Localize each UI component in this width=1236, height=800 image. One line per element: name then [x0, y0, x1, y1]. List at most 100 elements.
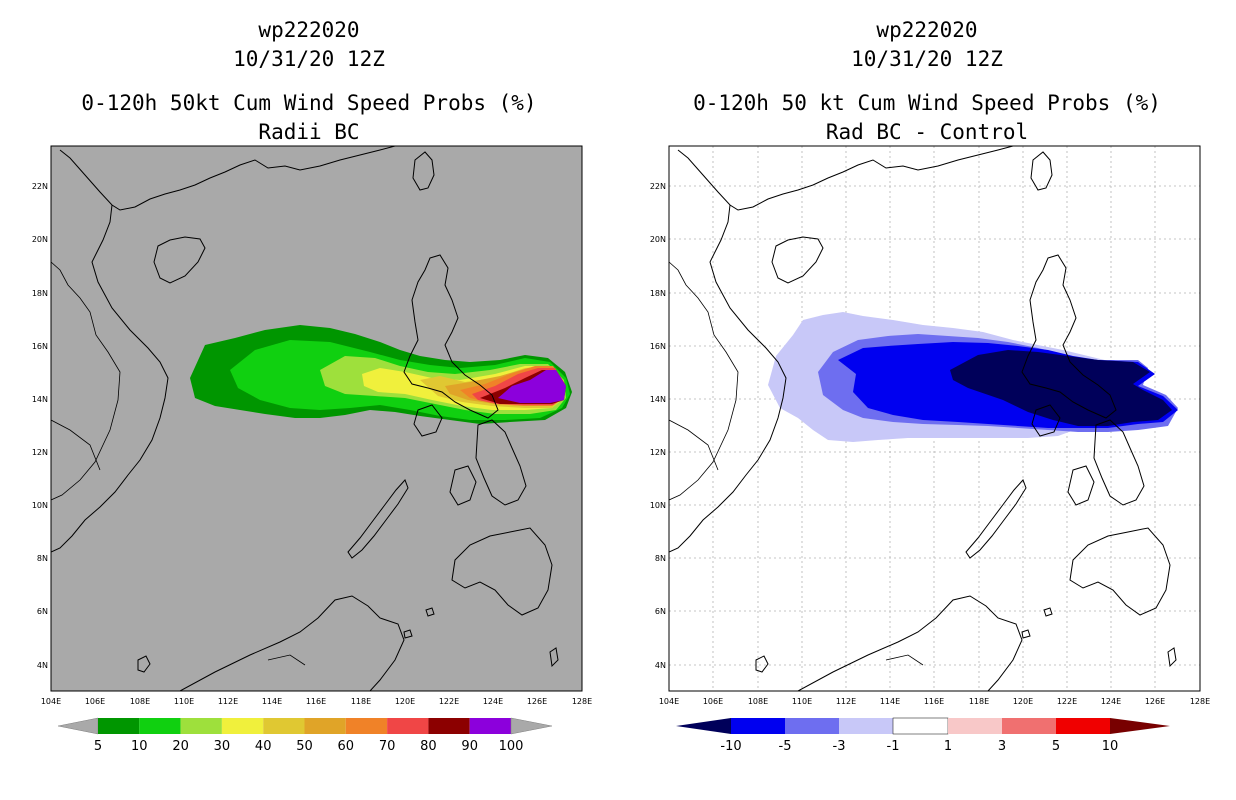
right-colorbar-low-arrow: [676, 718, 731, 734]
left-colorbar-low-arrow: [57, 717, 99, 735]
left-xtick: 128E: [572, 697, 592, 706]
right-subtitle: Rad BC - Control: [825, 120, 1029, 144]
right-ytick: 10N: [650, 501, 666, 510]
left-colorbar-label: 20: [172, 739, 189, 754]
left-colorbar-bin: [469, 718, 511, 734]
left-probability-field: [190, 325, 572, 424]
left-colorbar-label: 90: [461, 739, 478, 754]
right-xtick: 120E: [1013, 697, 1033, 706]
left-colorbar-label: 60: [338, 739, 355, 754]
left-ytick: 10N: [32, 501, 48, 510]
left-y-ticks: 22N 20N 18N 16N 14N 12N 10N 8N 6N 4N: [32, 182, 48, 670]
left-colorbar-bin: [139, 718, 181, 734]
left-ytick: 4N: [37, 661, 48, 670]
left-contour-90: [498, 370, 566, 403]
left-ytick: 12N: [32, 448, 48, 457]
left-xtick: 124E: [483, 697, 503, 706]
right-ytick: 6N: [655, 607, 666, 616]
left-xtick: 126E: [527, 697, 547, 706]
right-ytick: 20N: [650, 235, 666, 244]
right-colorbar-label: -10: [720, 739, 741, 754]
left-colorbar-bin: [428, 718, 470, 734]
left-date: 10/31/20 12Z: [233, 47, 385, 71]
left-xtick: 110E: [174, 697, 194, 706]
right-colorbar-bin: [1002, 718, 1056, 734]
left-product-title: 0-120h 50kt Cum Wind Speed Probs (%): [81, 91, 537, 115]
left-ytick: 6N: [37, 607, 48, 616]
right-colorbar-label: 5: [1052, 739, 1060, 754]
left-xtick: 116E: [306, 697, 326, 706]
right-xtick: 106E: [703, 697, 723, 706]
right-ytick: 8N: [655, 554, 666, 563]
right-xtick: 112E: [836, 697, 856, 706]
right-xtick: 110E: [792, 697, 812, 706]
right-colorbar: -10 -5 -3 -1 1 3 5 10: [676, 717, 1170, 754]
left-ytick: 18N: [32, 289, 48, 298]
left-colorbar-label: 70: [379, 739, 396, 754]
right-colorbar-bin: [892, 717, 949, 735]
left-colorbar-label: 5: [94, 739, 102, 754]
left-xtick: 118E: [351, 697, 371, 706]
right-ytick: 12N: [650, 448, 666, 457]
left-map-border: [50, 145, 583, 692]
left-colorbar-bin: [221, 718, 264, 734]
left-xtick: 112E: [218, 697, 238, 706]
right-map: 22N 20N 18N 16N 14N 12N 10N 8N 6N 4N 104…: [650, 145, 1210, 754]
left-colorbar-bin: [180, 718, 222, 734]
right-xtick: 118E: [969, 697, 989, 706]
right-colorbar-bin: [731, 718, 785, 734]
left-colorbar-high-arrow: [510, 717, 553, 735]
left-colorbar-bin: [304, 718, 346, 734]
right-product-title: 0-120h 50 kt Cum Wind Speed Probs (%): [693, 91, 1161, 115]
left-xtick: 122E: [439, 697, 459, 706]
right-xtick: 116E: [924, 697, 944, 706]
left-x-ticks: 104E 106E 108E 110E 112E 114E 116E 118E …: [41, 697, 592, 706]
right-xtick: 114E: [880, 697, 900, 706]
left-xtick: 106E: [85, 697, 105, 706]
left-colorbar-label: 50: [296, 739, 313, 754]
right-map-border: [668, 145, 1201, 692]
right-date: 10/31/20 12Z: [851, 47, 1003, 71]
left-panel: wp222020 10/31/20 12Z 0-120h 50kt Cum Wi…: [32, 18, 592, 754]
left-colorbar-bin: [387, 718, 429, 734]
right-colorbar-label: 10: [1102, 739, 1119, 754]
left-ytick: 8N: [37, 554, 48, 563]
right-xtick: 128E: [1190, 697, 1210, 706]
left-colorbar-label: 40: [255, 739, 272, 754]
right-xtick: 104E: [659, 697, 679, 706]
right-x-ticks: 104E 106E 108E 110E 112E 114E 116E 118E …: [659, 697, 1210, 706]
left-ytick: 16N: [32, 342, 48, 351]
left-storm-id: wp222020: [258, 18, 360, 42]
right-colorbar-label: 3: [998, 739, 1006, 754]
right-xtick: 126E: [1145, 697, 1165, 706]
left-xtick: 120E: [395, 697, 415, 706]
left-subtitle: Radii BC: [258, 120, 360, 144]
left-map: 22N 20N 18N 16N 14N 12N 10N 8N 6N 4N 104…: [32, 145, 592, 754]
left-xtick: 108E: [130, 697, 150, 706]
right-xtick: 122E: [1057, 697, 1077, 706]
left-colorbar-bin: [345, 718, 388, 734]
left-xtick: 104E: [41, 697, 61, 706]
right-ytick: 16N: [650, 342, 666, 351]
right-y-ticks: 22N 20N 18N 16N 14N 12N 10N 8N 6N 4N: [650, 182, 666, 670]
right-panel: wp222020 10/31/20 12Z 0-120h 50 kt Cum W…: [618, 0, 1236, 800]
right-colorbar-bin: [948, 718, 1002, 734]
left-colorbar-bin: [98, 718, 140, 734]
left-ytick: 22N: [32, 182, 48, 191]
right-colorbar-label: 1: [944, 739, 952, 754]
right-colorbar-label: -3: [833, 739, 846, 754]
right-ytick: 4N: [655, 661, 666, 670]
right-storm-id: wp222020: [876, 18, 978, 42]
left-ytick: 20N: [32, 235, 48, 244]
right-ytick: 22N: [650, 182, 666, 191]
right-colorbar-bin: [1056, 718, 1110, 734]
left-ytick: 14N: [32, 395, 48, 404]
right-colorbar-bin: [785, 718, 839, 734]
right-xtick: 108E: [748, 697, 768, 706]
right-ytick: 14N: [650, 395, 666, 404]
left-colorbar: 5 10 20 30 40 50 60 70 80 90 100: [57, 717, 553, 754]
right-colorbar-high-arrow: [1110, 718, 1170, 734]
left-colorbar-bin: [263, 718, 305, 734]
left-colorbar-label: 30: [214, 739, 231, 754]
right-colorbar-label: -5: [779, 739, 792, 754]
